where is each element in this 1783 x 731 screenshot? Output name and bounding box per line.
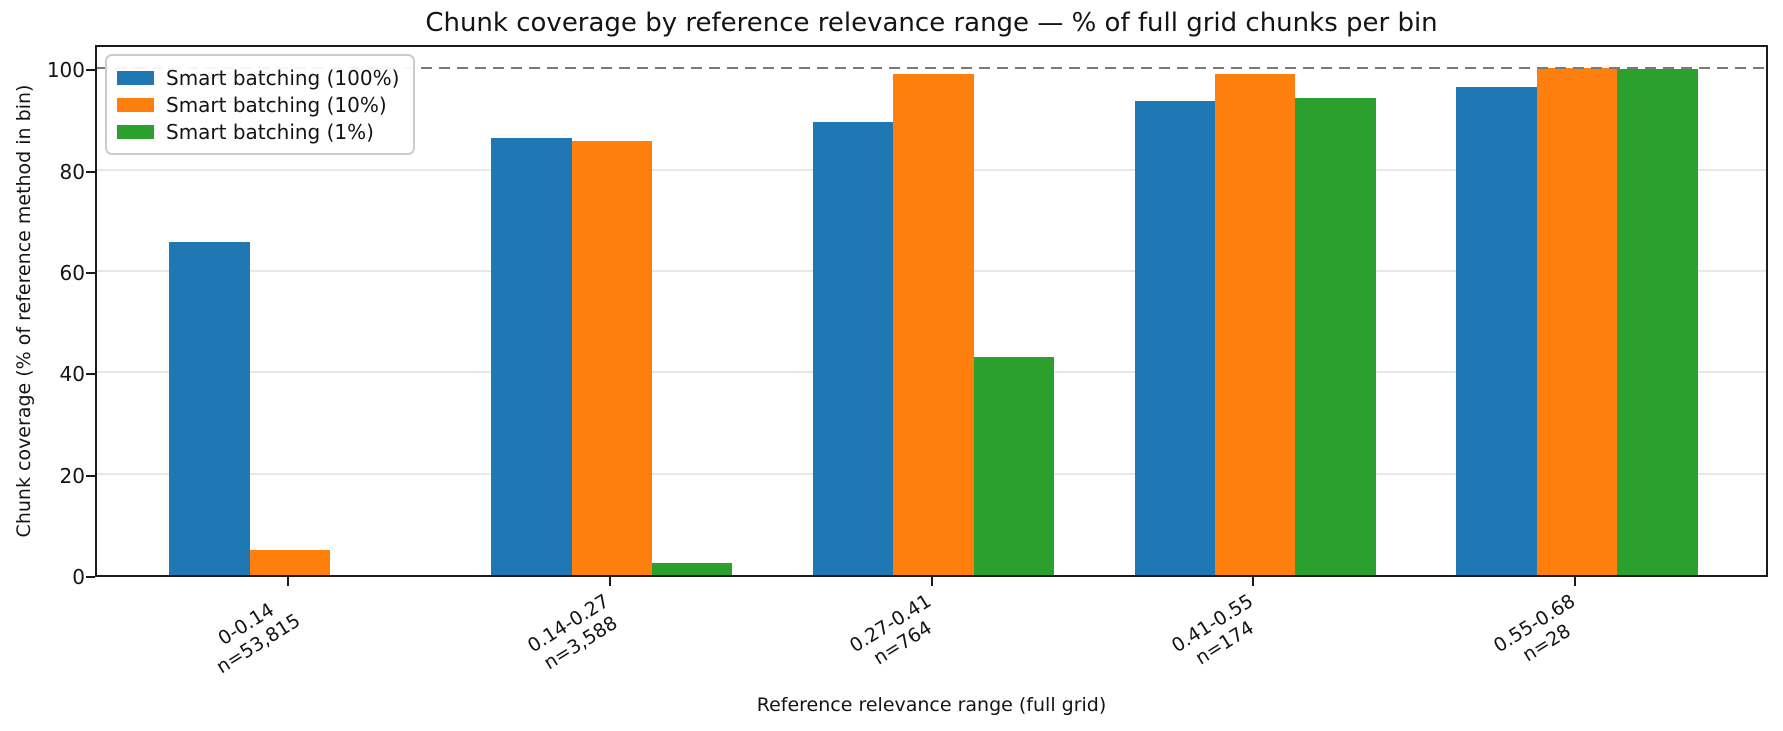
x-tick-mark [1252, 577, 1255, 586]
legend-swatch-icon [117, 124, 154, 139]
x-tick-label-1: 0-0.14 n=53,815 [200, 590, 304, 679]
y-tick-mark [86, 373, 95, 376]
legend-row: Smart batching (1%) [117, 118, 399, 145]
bar-smart-batching-100--bin4 [1134, 101, 1215, 575]
y-tick-label-20: 20 [59, 463, 85, 488]
legend-swatch-icon [117, 97, 154, 112]
legend-row: Smart batching (10%) [117, 91, 399, 118]
bar-smart-batching-100--bin5 [1456, 87, 1537, 575]
plot-area: Smart batching (100%) Smart batching (10%… [95, 45, 1768, 577]
y-tick-label-60: 60 [59, 261, 85, 285]
y-tick-label-80: 80 [59, 159, 85, 184]
bar-smart-batching-1--bin4 [1295, 97, 1376, 575]
bar-smart-batching-100--bin2 [491, 137, 572, 575]
legend-row: Smart batching (100%) [117, 64, 399, 91]
legend-label: Smart batching (1%) [166, 119, 374, 144]
x-tick-mark [930, 577, 933, 586]
x-tick-label-3: 0.27-0.41 n=764 [846, 590, 948, 677]
y-tick-mark [86, 576, 95, 578]
bar-smart-batching-10--bin4 [1215, 74, 1296, 575]
x-tick-label-5: 0.55-0.68 n=28 [1489, 590, 1591, 677]
legend-swatch-icon [117, 70, 154, 85]
y-tick-mark [86, 272, 95, 274]
legend: Smart batching (100%) Smart batching (10%… [105, 54, 416, 155]
legend-label: Smart batching (10%) [166, 92, 387, 117]
x-tick-mark [287, 577, 290, 586]
x-tick-label-4: 0.41-0.55 n=174 [1168, 590, 1270, 677]
bar-smart-batching-10--bin1 [249, 549, 331, 575]
x-tick-mark [608, 577, 611, 586]
y-tick-mark [86, 170, 95, 173]
x-tick-label-2: 0.14-0.27 n=3,588 [524, 590, 626, 677]
bar-smart-batching-10--bin5 [1536, 68, 1618, 575]
y-tick-label-0: 0 [72, 565, 85, 589]
y-tick-mark [86, 474, 95, 477]
bar-smart-batching-1--bin2 [651, 563, 733, 575]
bar-smart-batching-1--bin3 [973, 356, 1055, 575]
bar-smart-batching-10--bin3 [893, 73, 974, 575]
y-tick-mark [86, 69, 95, 72]
legend-label: Smart batching (100%) [166, 65, 400, 90]
y-tick-label-100: 100 [46, 58, 85, 83]
x-tick-mark [1573, 577, 1576, 586]
bar-smart-batching-1--bin5 [1617, 69, 1698, 575]
x-axis-label: Reference relevance range (full grid) [756, 694, 1107, 716]
chart-title: Chunk coverage by reference relevance ra… [425, 8, 1438, 38]
bar-smart-batching-100--bin3 [812, 121, 894, 575]
y-tick-label-40: 40 [59, 362, 85, 387]
reference-line-100 [97, 67, 1766, 70]
bar-smart-batching-10--bin2 [571, 141, 652, 575]
bar-smart-batching-100--bin1 [169, 242, 250, 575]
